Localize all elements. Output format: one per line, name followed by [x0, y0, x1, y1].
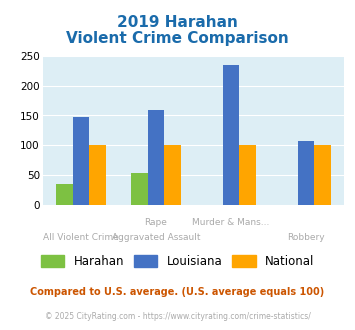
Text: © 2025 CityRating.com - https://www.cityrating.com/crime-statistics/: © 2025 CityRating.com - https://www.city… [45, 312, 310, 321]
Bar [164, 145, 181, 205]
Text: All Violent Crime: All Violent Crime [43, 233, 119, 242]
Bar [239, 145, 256, 205]
Bar [73, 117, 89, 205]
Bar [223, 65, 239, 205]
Bar [131, 173, 148, 205]
Bar [89, 145, 106, 205]
Text: 2019 Harahan: 2019 Harahan [117, 15, 238, 30]
Bar [148, 110, 164, 205]
Text: Murder & Mans...: Murder & Mans... [192, 218, 270, 227]
Bar [297, 141, 314, 205]
Bar [314, 145, 331, 205]
Text: Robbery: Robbery [287, 233, 325, 242]
Text: Violent Crime Comparison: Violent Crime Comparison [66, 31, 289, 46]
Bar [56, 184, 73, 205]
Legend: Harahan, Louisiana, National: Harahan, Louisiana, National [36, 250, 319, 273]
Text: Compared to U.S. average. (U.S. average equals 100): Compared to U.S. average. (U.S. average … [31, 287, 324, 297]
Text: Aggravated Assault: Aggravated Assault [112, 233, 200, 242]
Text: Rape: Rape [144, 218, 168, 227]
